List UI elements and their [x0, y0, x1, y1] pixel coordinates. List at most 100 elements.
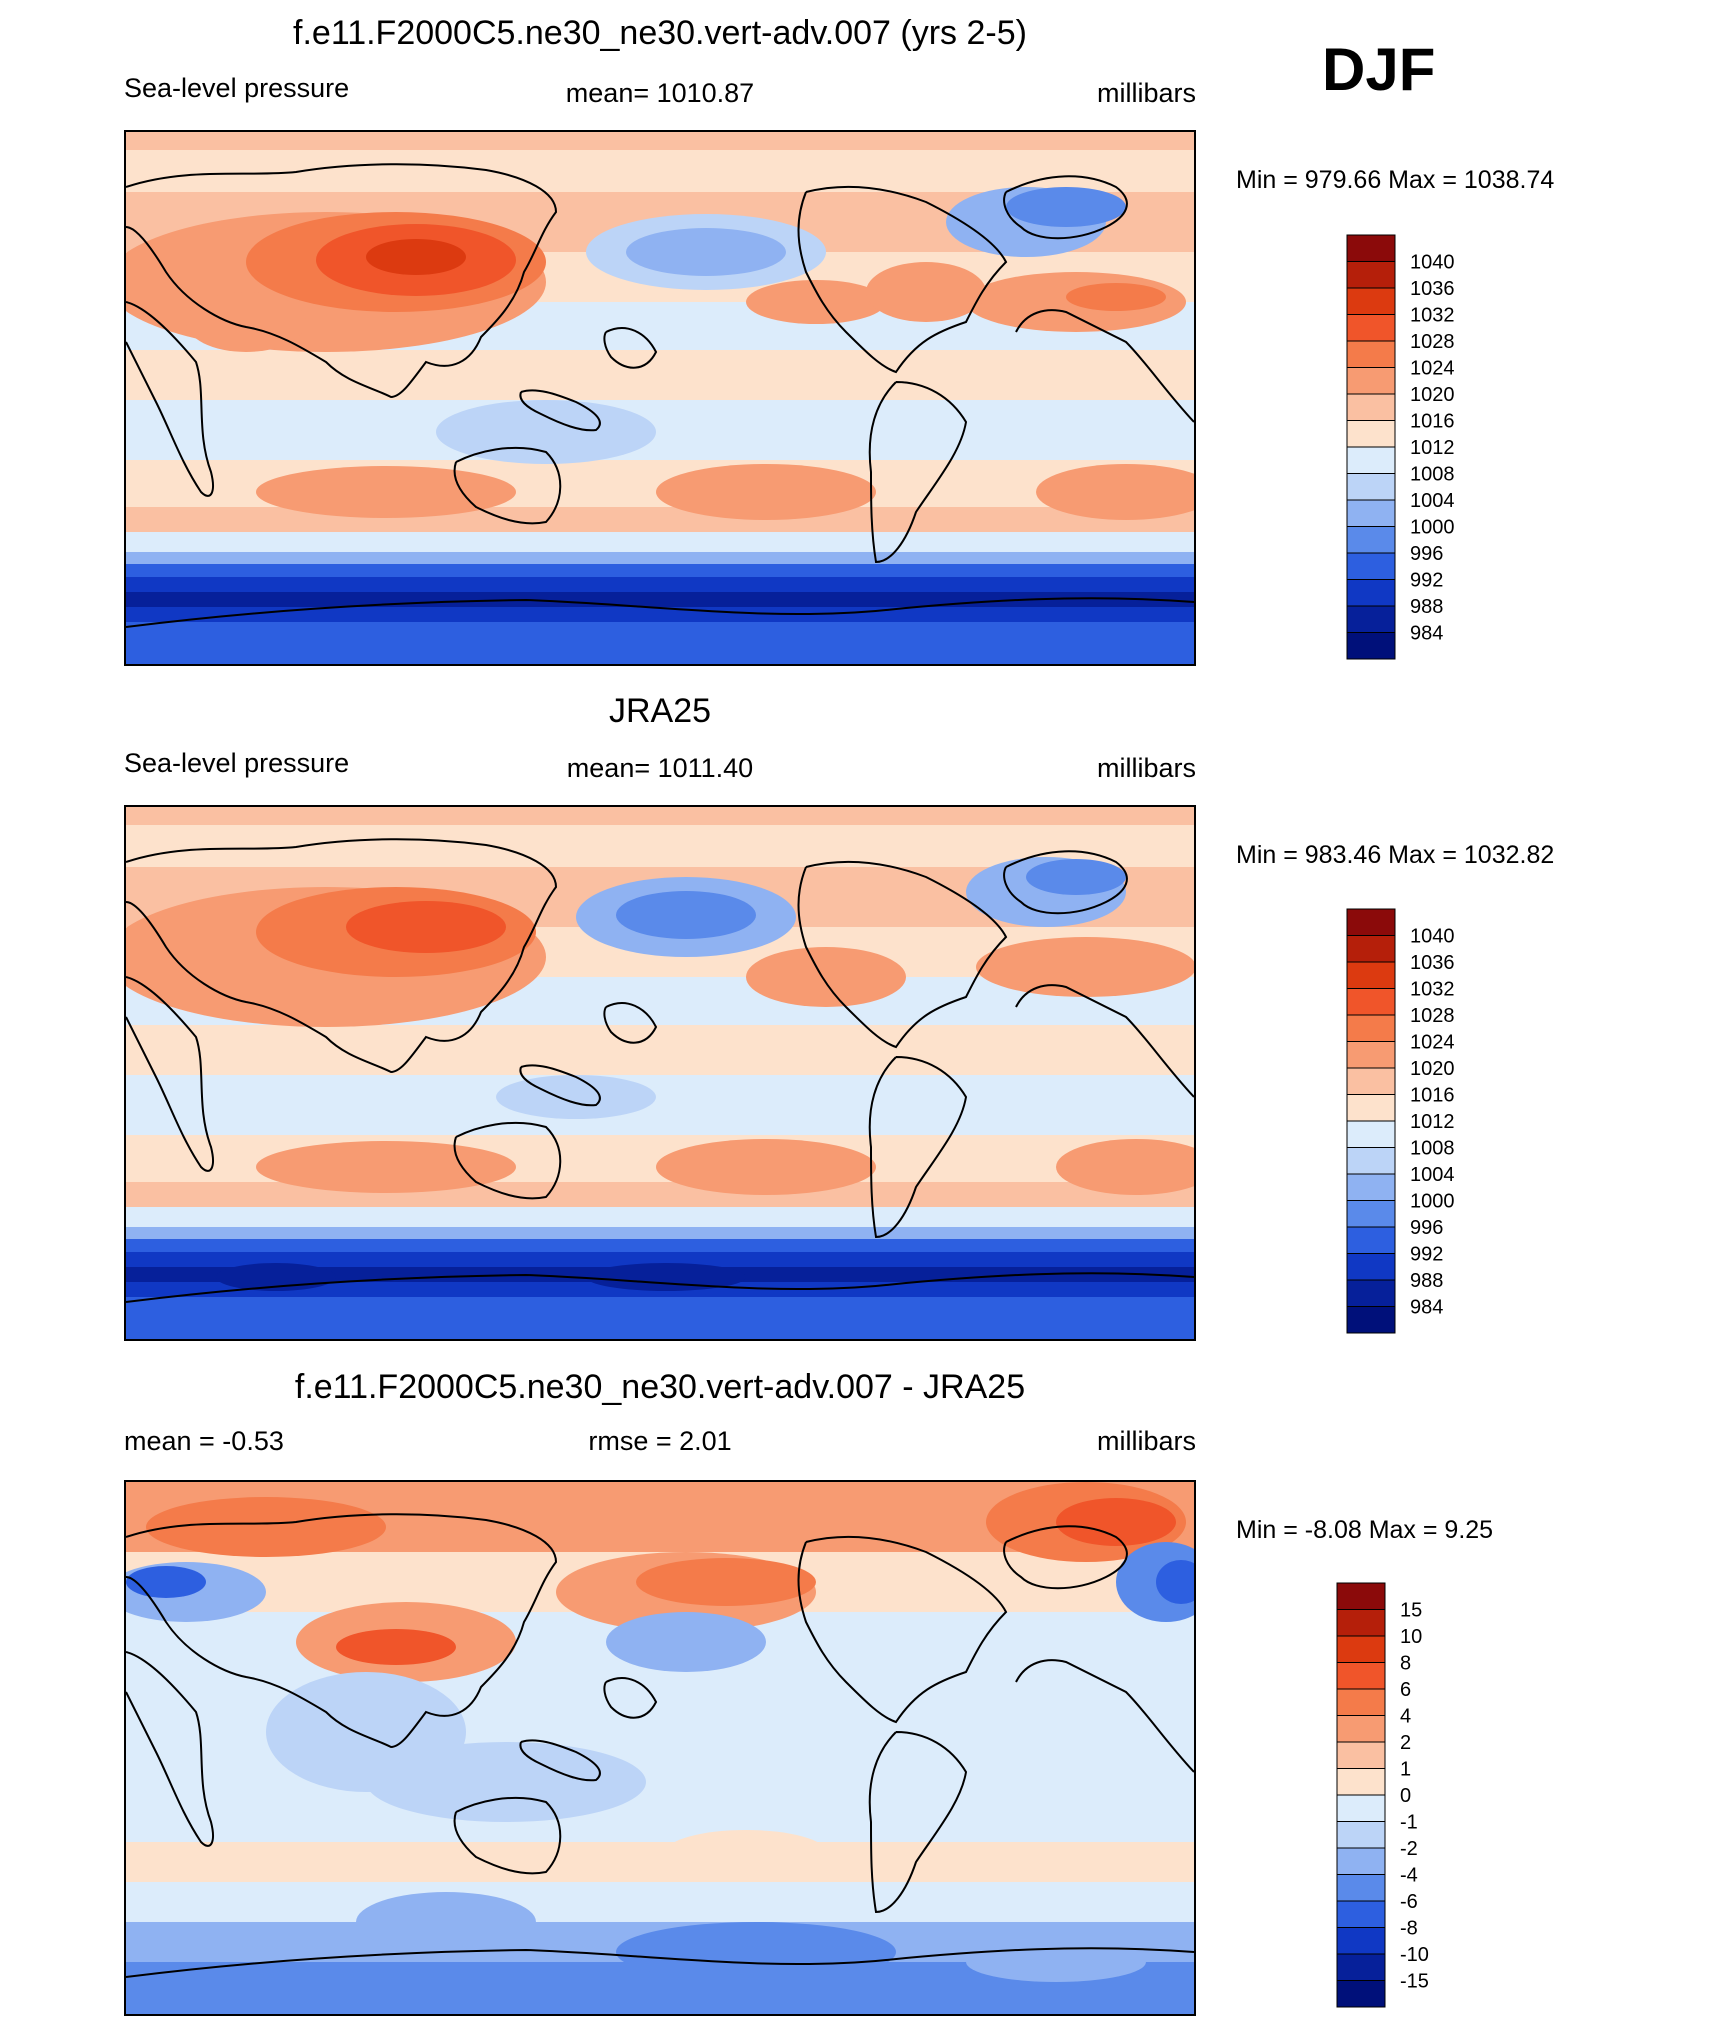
coastline [1003, 1525, 1128, 1590]
colorbar-swatch [1346, 1200, 1396, 1228]
colorbar-tick-label: 1016 [1410, 411, 1455, 433]
colorbar-swatch [1346, 961, 1396, 989]
colorbar-tick-label: 0 [1400, 1785, 1411, 1807]
field-contour [336, 1629, 456, 1665]
coastline [453, 1121, 562, 1200]
panel-1-minmax: Min = 979.66 Max = 1038.74 [1236, 166, 1555, 194]
colorbar-swatch [1346, 579, 1396, 607]
field-contour [586, 1263, 746, 1291]
coastline [868, 1056, 968, 1239]
colorbar-tick-label: 1036 [1410, 952, 1455, 974]
field-band [126, 1227, 1194, 1240]
colorbar-swatch [1346, 632, 1396, 660]
field-contour [656, 1139, 876, 1195]
colorbar-tick-label: -8 [1400, 1918, 1418, 1940]
field-contour [146, 1497, 386, 1557]
field-contour [256, 466, 516, 518]
colorbar-swatch [1346, 234, 1396, 262]
colorbar-swatch [1346, 1067, 1396, 1095]
panel-2-map [124, 805, 1196, 1341]
panel-3-units-label: millibars [1096, 1426, 1196, 1456]
coastline [126, 597, 1194, 628]
coastline [126, 1272, 1194, 1303]
field-band [126, 577, 1194, 593]
colorbar-tick-label: 15 [1400, 1600, 1422, 1622]
colorbar-tick-label: 996 [1410, 1217, 1443, 1239]
coastline [126, 838, 558, 1074]
colorbar-tick-label: 6 [1400, 1679, 1411, 1701]
colorbar-swatch [1346, 605, 1396, 633]
colorbar-swatch [1336, 1768, 1386, 1796]
colorbar-swatch [1346, 1226, 1396, 1254]
colorbar-swatch [1346, 988, 1396, 1016]
colorbar-swatch [1346, 552, 1396, 580]
coastline [126, 163, 558, 399]
colorbar-swatch [1346, 1173, 1396, 1201]
panel-3-minmax: Min = -8.08 Max = 9.25 [1236, 1516, 1494, 1544]
field-band [126, 532, 1194, 553]
colorbar-tick-label: 2 [1400, 1732, 1411, 1754]
field-band [126, 564, 1194, 578]
coastline [126, 1651, 214, 1847]
coastline [797, 1535, 1008, 1724]
colorbar-tick-label: 10 [1400, 1626, 1422, 1648]
field-contour [866, 262, 986, 322]
field-band [126, 807, 1194, 826]
field-band [126, 1207, 1194, 1228]
coastline [797, 860, 1008, 1049]
coastline [126, 976, 214, 1172]
coastline [1003, 850, 1128, 915]
colorbar-swatch [1346, 908, 1396, 936]
field-contour [496, 1075, 656, 1119]
colorbar-swatch [1336, 1635, 1386, 1663]
field-band [126, 350, 1194, 401]
coastline [1015, 309, 1194, 423]
colorbar-tick-label: 1 [1400, 1759, 1411, 1781]
colorbar-tick-label: -1 [1400, 1812, 1418, 1834]
colorbar-swatch [1336, 1953, 1386, 1981]
field-contour [1006, 187, 1126, 227]
colorbar-tick-label: -6 [1400, 1891, 1418, 1913]
colorbar-tick-label: -15 [1400, 1971, 1429, 1993]
coastline [453, 1796, 562, 1875]
colorbar-tick-label: 1000 [1410, 517, 1455, 539]
field-contour [436, 400, 656, 464]
panel-1-mean-label: mean= 1010.87 [565, 78, 755, 108]
colorbar-swatch [1346, 261, 1396, 289]
colorbar-swatch [1346, 367, 1396, 395]
colorbar-swatch [1346, 935, 1396, 963]
coastline [603, 1002, 658, 1044]
colorbar-tick-label: 992 [1410, 1244, 1443, 1266]
coastline [1015, 984, 1194, 1098]
panel-1-map [124, 130, 1196, 666]
panel-2-variable-label: Sea-level pressure [124, 748, 350, 778]
field-contour [746, 947, 906, 1007]
colorbar-tick-label: 1028 [1410, 331, 1455, 353]
coastline [126, 1513, 558, 1749]
field-contour [606, 1612, 766, 1672]
field-contour [1026, 859, 1126, 895]
panel-1-colorbar: 1040 1036 1032 1028 1024 1020 1016 1012 1008 1004… [1346, 234, 1506, 662]
colorbar-swatch [1346, 340, 1396, 368]
colorbar-swatch [1346, 1306, 1396, 1334]
colorbar-tick-label: 996 [1410, 543, 1443, 565]
colorbar-tick-label: 984 [1410, 623, 1443, 645]
panel-2-mean-label: mean= 1011.40 [566, 753, 754, 783]
colorbar-swatch [1336, 1847, 1386, 1875]
coastline [603, 1677, 658, 1719]
field-contour [346, 901, 506, 953]
colorbar-tick-label: 1020 [1410, 384, 1455, 406]
colorbar-swatch [1336, 1980, 1386, 2008]
field-band [126, 552, 1194, 565]
colorbar-swatch [1346, 1120, 1396, 1148]
field-contour [746, 280, 886, 324]
field-contour [656, 464, 876, 520]
colorbar-tick-label: 988 [1410, 596, 1443, 618]
colorbar-swatch [1336, 1715, 1386, 1743]
colorbar-tick-label: 1024 [1410, 1032, 1455, 1054]
field-band [126, 1297, 1194, 1339]
colorbar-tick-label: 1000 [1410, 1191, 1455, 1213]
field-band [126, 1239, 1194, 1253]
colorbar-tick-label: 1028 [1410, 1005, 1455, 1027]
coastline [797, 185, 1008, 374]
